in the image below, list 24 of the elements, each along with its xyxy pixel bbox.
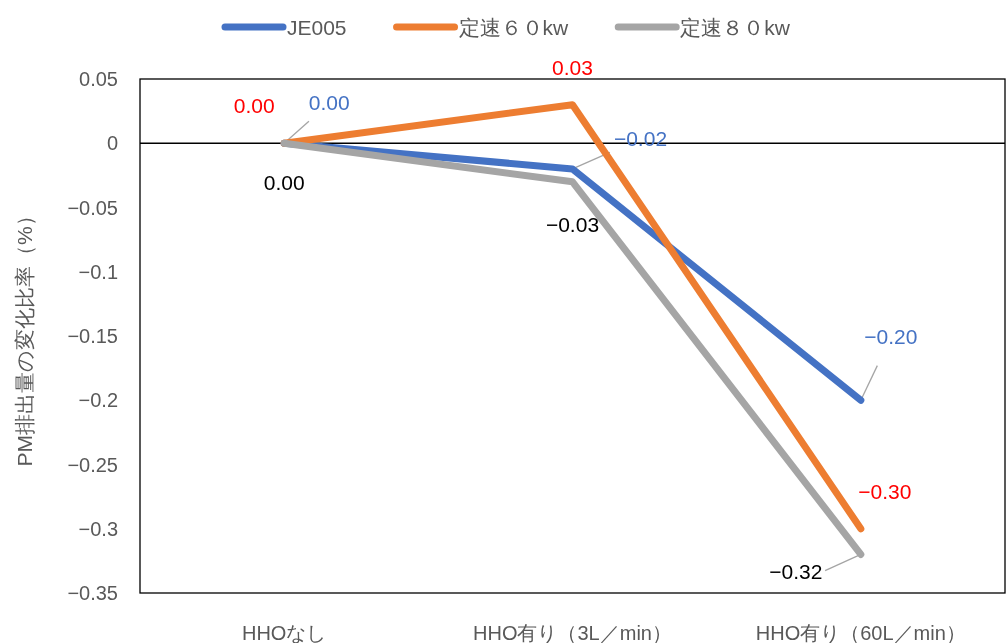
y-tick-label: −0.1 (78, 260, 118, 283)
legend-label: 定速６０kw (458, 16, 570, 39)
data-label: 0.00 (233, 94, 275, 118)
data-label: 0.03 (552, 55, 593, 79)
y-tick-label: −0.3 (78, 517, 118, 540)
legend-label: JE005 (287, 16, 347, 39)
y-tick-label: −0.25 (67, 453, 118, 476)
data-label: −0.20 (864, 325, 918, 349)
y-tick-label: 0.05 (79, 68, 118, 90)
data-label: 0.00 (308, 91, 350, 115)
y-tick-label: −0.35 (67, 582, 118, 604)
x-tick-label: HHOなし (241, 622, 327, 643)
data-label: 0.00 (263, 171, 305, 195)
y-tick-label: −0.15 (67, 325, 118, 347)
y-tick-label: 0 (106, 132, 118, 155)
x-tick-label: HHO有り（60L／min） (755, 622, 966, 643)
y-tick-label: −0.2 (78, 389, 118, 412)
legend-label: 定速８０kw (680, 16, 791, 39)
data-label: −0.32 (769, 560, 823, 584)
y-tick-label: −0.05 (67, 196, 118, 219)
data-label: −0.03 (545, 212, 600, 236)
y-axis-title: PM排出量の変化比率（%） (13, 205, 36, 467)
x-tick-label: HHO有り（3L／min） (473, 622, 672, 643)
data-label: −0.30 (858, 479, 912, 503)
